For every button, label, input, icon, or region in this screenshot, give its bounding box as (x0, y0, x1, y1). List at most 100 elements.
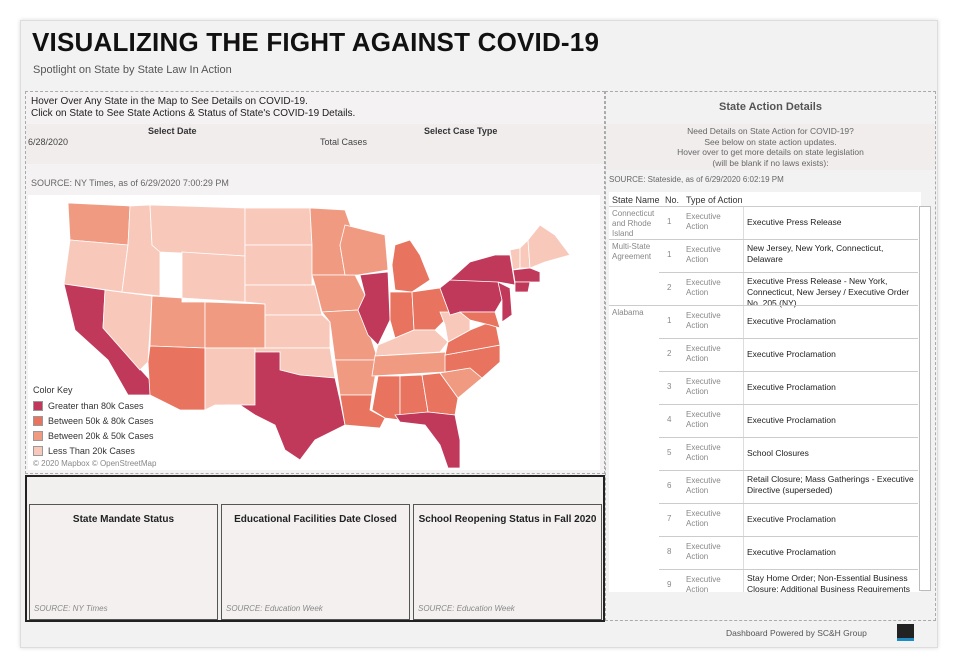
state-action-source: SOURCE: Stateside, as of 6/29/2020 6:02:… (609, 175, 784, 184)
state-ct[interactable] (514, 281, 531, 293)
cell-action: Retail Closure; Mass Gatherings - Execut… (747, 474, 914, 495)
description-line: Hover over to get more details on state … (677, 147, 864, 157)
state-mt[interactable] (149, 204, 246, 257)
state-az[interactable] (147, 345, 206, 411)
cell-type: Executive Action (686, 410, 721, 429)
state-ut[interactable] (149, 295, 206, 349)
cell-action: Executive Press Release - New York, Conn… (747, 276, 910, 308)
cell-action: Executive Proclamation (747, 382, 836, 392)
table-row[interactable]: Connecticut and Rhode Island 1 Executive A… (609, 206, 918, 239)
cell-type: Executive Action (686, 377, 721, 396)
cell-no: 9 (667, 580, 672, 589)
us-states-map[interactable] (28, 195, 600, 470)
cell-action: Executive Press Release (747, 217, 842, 227)
cell-type: Executive Action (686, 311, 721, 330)
map-attribution[interactable]: © 2020 Mapbox © OpenStreetMap (33, 459, 157, 468)
state-or[interactable] (63, 239, 129, 293)
table-row[interactable]: 8 Executive Action Executive Proclamation (609, 536, 918, 569)
state-tn[interactable] (371, 351, 449, 377)
cell-no: 2 (667, 349, 672, 358)
state-action-panel: State Action Details Need Details on Sta… (605, 91, 936, 621)
state-nd[interactable] (244, 207, 313, 246)
cell-action: Executive Proclamation (747, 349, 836, 359)
state-mi[interactable] (391, 239, 431, 293)
table-row[interactable]: Alabama 1 Executive Action Executive Procla… (609, 305, 918, 338)
state-nj[interactable] (497, 281, 513, 323)
cell-type: Executive Action (686, 278, 721, 297)
cell-type: Executive Action (686, 212, 721, 231)
state-co[interactable] (204, 301, 266, 349)
state-ms[interactable] (371, 375, 401, 421)
table-row[interactable]: 3 Executive Action Executive Proclamation (609, 371, 918, 404)
table-row[interactable]: 6 Executive Action Retail Closure; Mass Ga… (609, 470, 918, 503)
cell-no: 4 (667, 415, 672, 424)
state-ny[interactable] (449, 254, 516, 286)
column-header-no[interactable]: No. (665, 195, 680, 205)
educational-facilities-card[interactable]: Educational Facilities Date Closed SOURCE… (221, 504, 410, 620)
state-ma[interactable] (512, 267, 541, 283)
state-oh[interactable] (411, 287, 451, 331)
cell-no: 7 (667, 514, 672, 523)
cell-state: Alabama (612, 308, 644, 317)
cell-type: Executive Action (686, 542, 721, 561)
page-title: VISUALIZING THE FIGHT AGAINST COVID-19 (32, 27, 600, 57)
select-case-type-value[interactable]: Total Cases (320, 137, 368, 147)
state-mandate-card[interactable]: State Mandate Status SOURCE: NY Times (29, 504, 218, 620)
state-wi[interactable] (339, 224, 389, 276)
state-wy[interactable] (181, 251, 246, 303)
cell-type: Executive Action (686, 344, 721, 363)
state-nm[interactable] (204, 347, 256, 411)
footer-text: Dashboard Powered by SC&H Group (726, 628, 867, 638)
cell-action: Executive Proclamation (747, 514, 836, 524)
description-line: Need Details on State Action for COVID-1… (687, 126, 854, 136)
state-tx[interactable] (225, 351, 346, 461)
legend-swatch (33, 400, 43, 411)
table-row[interactable]: Multi-State Agreement 1 Executive Action Ne… (609, 239, 918, 272)
state-wa[interactable] (67, 202, 131, 246)
school-reopening-card[interactable]: School Reopening Status in Fall 2020 SOUR… (413, 504, 602, 620)
state-me[interactable] (527, 224, 571, 269)
table-row[interactable]: 5 Executive Action School Closures (609, 437, 918, 470)
cell-no: 8 (667, 547, 672, 556)
cell-no: 1 (667, 316, 672, 325)
instructions: Hover Over Any State in the Map to See D… (31, 96, 355, 120)
filters: Select Date 6/28/2020 Select Case Type T… (26, 124, 604, 164)
state-action-table: State Name No. Type of Action Connecticu… (609, 192, 921, 592)
column-header-state[interactable]: State Name (612, 195, 660, 205)
legend-label: Between 20k & 50k Cases (48, 430, 154, 441)
card-source: SOURCE: Education Week (418, 604, 515, 613)
state-md[interactable] (458, 311, 501, 329)
status-panels: State Mandate Status SOURCE: NY Times Edu… (25, 475, 605, 622)
state-fl[interactable] (394, 411, 461, 469)
instruction-hover: Hover Over Any State in the Map to See D… (31, 96, 308, 107)
cell-no: 1 (667, 250, 672, 259)
cell-type: Executive Action (686, 575, 721, 592)
state-ky[interactable] (374, 329, 449, 357)
map-source: SOURCE: NY Times, as of 6/29/2020 7:00:2… (31, 178, 229, 188)
table-scrollbar[interactable] (919, 206, 931, 591)
state-sd[interactable] (244, 244, 313, 286)
state-il[interactable] (357, 271, 391, 346)
table-row[interactable]: 4 Executive Action Executive Proclamation (609, 404, 918, 437)
color-key: Color Key Greater than 80k Cases Between… (33, 385, 154, 458)
card-source: SOURCE: Education Week (226, 604, 323, 613)
legend-label: Less Than 20k Cases (48, 445, 135, 456)
cell-type: Executive Action (686, 245, 721, 264)
state-action-description: Need Details on State Action for COVID-1… (606, 124, 935, 170)
state-ga[interactable] (421, 372, 459, 416)
state-pa[interactable] (439, 279, 503, 316)
sch-logo (897, 624, 914, 641)
cell-state: Connecticut and Rhode Island (612, 209, 655, 238)
us-map[interactable] (28, 195, 600, 470)
table-row[interactable]: 9 Executive Action Stay Home Order; Non-Es… (609, 569, 918, 592)
column-header-type[interactable]: Type of Action (686, 195, 743, 205)
table-row[interactable]: 2 Executive Action Executive Press Release… (609, 272, 918, 308)
select-date-value[interactable]: 6/28/2020 (28, 137, 69, 147)
state-ar[interactable] (334, 359, 379, 396)
description-line: See below on state action updates. (704, 136, 837, 147)
state-ks[interactable] (264, 314, 331, 349)
table-row[interactable]: 7 Executive Action Executive Proclamation (609, 503, 918, 536)
cell-action: New Jersey, New York, Connecticut, Delaw… (747, 243, 884, 264)
state-nv[interactable] (102, 289, 153, 371)
table-row[interactable]: 2 Executive Action Executive Proclamation (609, 338, 918, 371)
